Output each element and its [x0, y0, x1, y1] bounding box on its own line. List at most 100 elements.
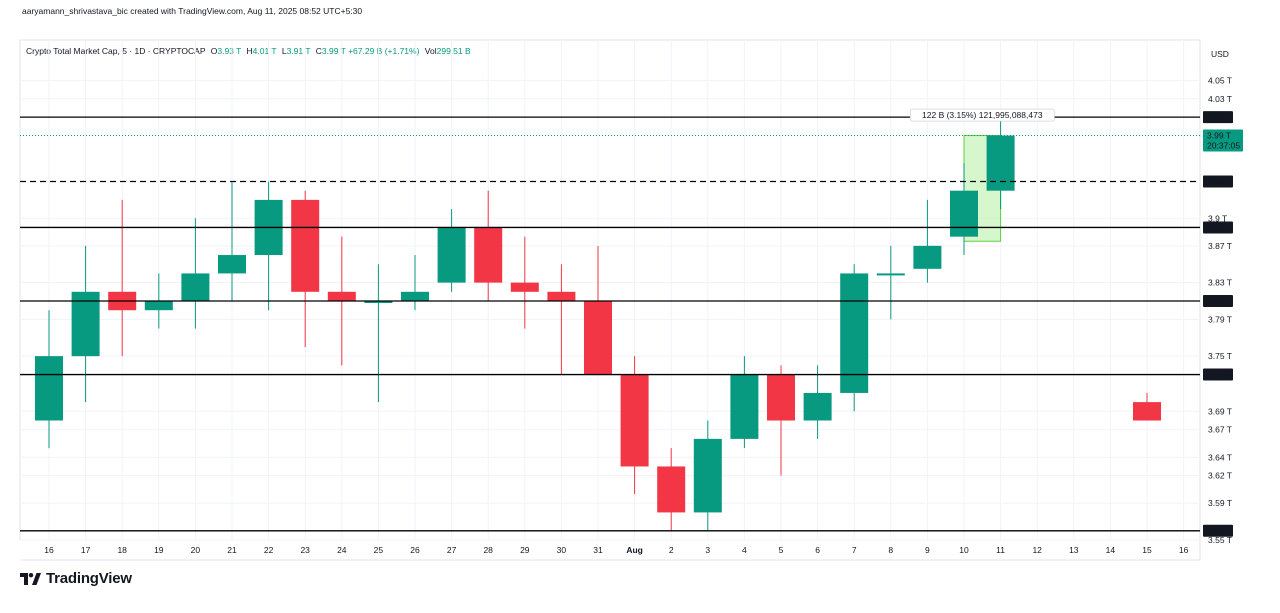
price-level-label: 3.81 T — [1207, 296, 1232, 306]
legend-close-value: 3.99 T — [321, 46, 346, 56]
x-tick-label: 4 — [742, 545, 747, 555]
x-tick-label: 5 — [779, 545, 784, 555]
price-level-badge — [1203, 221, 1233, 234]
legend-high-value: 4.01 T — [252, 46, 277, 56]
y-tick-label: 4.05 T — [1208, 75, 1232, 85]
x-tick-label: 20 — [191, 545, 201, 555]
x-tick-label: 29 — [520, 545, 530, 555]
y-tick-label: 3.83 T — [1208, 278, 1232, 288]
candle-body[interactable] — [950, 190, 978, 237]
x-tick-label: 22 — [264, 545, 274, 555]
measure-label-box — [909, 108, 1055, 122]
y-tick-label: 3.9 T — [1208, 213, 1227, 223]
legend-high-label: H — [246, 46, 253, 56]
legend-open-label: O — [210, 46, 218, 56]
chart-legend: Crypto Total Market Cap, 5 · 1D · CRYPTO… — [26, 46, 471, 56]
y-tick-label: 3.55 T — [1208, 535, 1232, 545]
price-level-label: 3.73 T — [1207, 370, 1232, 380]
price-level-badge — [1203, 368, 1233, 381]
price-level-badge — [1203, 175, 1233, 188]
x-tick-label: 21 — [227, 545, 237, 555]
candle-body[interactable] — [840, 273, 869, 393]
legend-open-value: 3.93 T — [217, 46, 242, 56]
y-tick-label: 3.75 T — [1208, 351, 1232, 361]
legend-low-label: L — [281, 46, 287, 56]
x-tick-label: 31 — [593, 545, 603, 555]
last-price-label: 3.99 T — [1207, 131, 1231, 141]
x-tick-label: 8 — [888, 545, 893, 555]
candle-body[interactable] — [401, 291, 429, 301]
candle-body[interactable] — [218, 255, 246, 274]
x-tick-label: 24 — [337, 545, 347, 555]
candle-body[interactable] — [547, 291, 576, 301]
candle-body[interactable] — [584, 301, 612, 375]
x-tick-label: 15 — [1142, 545, 1152, 555]
candle-body[interactable] — [730, 374, 759, 439]
x-tick-label: 2 — [669, 545, 674, 555]
candle-body[interactable] — [437, 227, 466, 283]
price-level-label: 3.56 T — [1207, 526, 1232, 536]
candle-body[interactable] — [913, 245, 942, 269]
x-tick-label: 14 — [1106, 545, 1116, 555]
candle-body[interactable] — [803, 392, 832, 421]
y-tick-label: 3.69 T — [1208, 406, 1232, 416]
legend-volume-label: Vol — [424, 46, 437, 56]
candle-body[interactable] — [986, 135, 1015, 191]
price-level-label: 3.94 T — [1207, 177, 1232, 187]
price-level-badge — [1203, 524, 1233, 537]
candle-body[interactable] — [767, 374, 795, 421]
price-level-label: 4.01 T — [1207, 112, 1232, 122]
candle-body[interactable] — [144, 301, 173, 311]
x-tick-label: 7 — [852, 545, 857, 555]
legend-symbol[interactable]: Crypto Total Market Cap, 5 · 1D · CRYPTO… — [26, 46, 206, 56]
measure-label: 122 B (3.15%) 121,995,088,473 — [922, 110, 1043, 120]
candle-body[interactable] — [364, 301, 393, 303]
candle-body[interactable] — [474, 227, 503, 283]
price-level-badge — [1203, 111, 1233, 124]
candle-body[interactable] — [693, 438, 722, 513]
price-level-badge — [1203, 295, 1233, 307]
x-tick-label: 6 — [815, 545, 820, 555]
candle-body[interactable] — [657, 466, 686, 513]
y-tick-label: 4.03 T — [1208, 94, 1232, 104]
x-tick-label: 16 — [1179, 545, 1189, 555]
y-tick-label: 3.87 T — [1208, 241, 1232, 251]
x-tick-label: Aug — [626, 545, 643, 555]
candle-body[interactable] — [71, 291, 100, 357]
x-tick-label: 16 — [44, 545, 54, 555]
legend-low-value: 3.91 T — [286, 46, 311, 56]
legend-volume-value: 299.51 B — [436, 46, 471, 56]
x-tick-label: 3 — [705, 545, 710, 555]
x-tick-label: 11 — [996, 545, 1005, 555]
x-tick-label: 30 — [557, 545, 567, 555]
legend-close-label: C — [315, 46, 322, 56]
x-tick-label: 28 — [483, 545, 493, 555]
y-tick-label: 3.64 T — [1208, 452, 1232, 462]
candle-body[interactable] — [620, 374, 649, 467]
last-price-badge — [1203, 129, 1243, 152]
x-tick-label: 13 — [1069, 545, 1079, 555]
candle-body[interactable] — [181, 273, 210, 301]
x-tick-label: 9 — [925, 545, 930, 555]
x-tick-label: 10 — [959, 545, 969, 555]
tradingview-logo-text: TradingView — [46, 570, 132, 587]
x-tick-label: 26 — [410, 545, 420, 555]
candle-body[interactable] — [291, 199, 320, 292]
candle-body[interactable] — [876, 273, 905, 276]
tradingview-logo-icon — [20, 572, 41, 585]
x-tick-label: 17 — [81, 545, 91, 555]
candle-body[interactable] — [35, 356, 63, 421]
bar-countdown-label: 20:37:05 — [1207, 141, 1240, 151]
x-tick-label: 12 — [1032, 545, 1042, 555]
x-tick-label: 19 — [154, 545, 164, 555]
legend-change-value: +67.29 B (+1.71%) — [348, 46, 420, 56]
y-tick-label: 3.59 T — [1208, 498, 1232, 508]
x-tick-label: 27 — [447, 545, 457, 555]
candle-body[interactable] — [327, 291, 356, 301]
candle-body[interactable] — [1133, 402, 1161, 421]
chart-credit: aaryamann_shrivastava_bic created with T… — [22, 6, 363, 16]
x-tick-label: 23 — [300, 545, 310, 555]
candle-body[interactable] — [510, 282, 539, 292]
tradingview-logo[interactable]: TradingView — [20, 570, 132, 587]
